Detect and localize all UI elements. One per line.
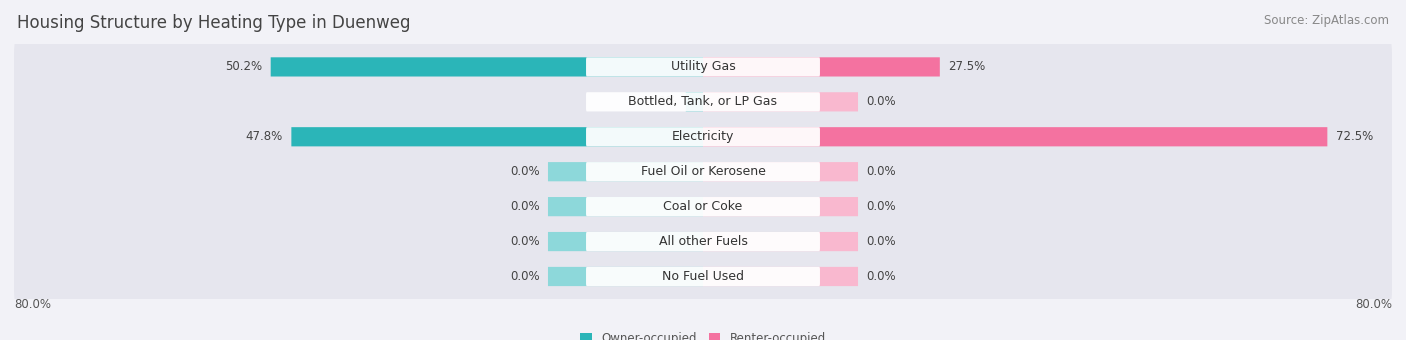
Text: 0.0%: 0.0% (510, 165, 540, 178)
FancyBboxPatch shape (703, 267, 858, 286)
FancyBboxPatch shape (703, 92, 858, 112)
Text: 80.0%: 80.0% (1355, 298, 1392, 311)
FancyBboxPatch shape (291, 127, 703, 147)
FancyBboxPatch shape (14, 71, 1392, 133)
Text: Bottled, Tank, or LP Gas: Bottled, Tank, or LP Gas (628, 95, 778, 108)
Text: Utility Gas: Utility Gas (671, 61, 735, 73)
Text: No Fuel Used: No Fuel Used (662, 270, 744, 283)
Text: Source: ZipAtlas.com: Source: ZipAtlas.com (1264, 14, 1389, 27)
FancyBboxPatch shape (548, 162, 703, 181)
FancyBboxPatch shape (14, 36, 1392, 98)
FancyBboxPatch shape (548, 267, 703, 286)
Text: 0.0%: 0.0% (510, 200, 540, 213)
Text: 27.5%: 27.5% (949, 61, 986, 73)
FancyBboxPatch shape (703, 232, 858, 251)
FancyBboxPatch shape (586, 267, 820, 286)
FancyBboxPatch shape (586, 57, 820, 76)
FancyBboxPatch shape (271, 57, 703, 76)
Text: 0.0%: 0.0% (510, 270, 540, 283)
Text: 0.0%: 0.0% (866, 95, 896, 108)
Text: Coal or Coke: Coal or Coke (664, 200, 742, 213)
Text: 0.0%: 0.0% (510, 235, 540, 248)
FancyBboxPatch shape (586, 232, 820, 251)
FancyBboxPatch shape (586, 162, 820, 181)
Text: 72.5%: 72.5% (1336, 130, 1374, 143)
Text: Fuel Oil or Kerosene: Fuel Oil or Kerosene (641, 165, 765, 178)
FancyBboxPatch shape (548, 197, 703, 216)
FancyBboxPatch shape (703, 127, 1327, 147)
FancyBboxPatch shape (586, 92, 820, 112)
FancyBboxPatch shape (14, 245, 1392, 308)
Text: All other Fuels: All other Fuels (658, 235, 748, 248)
Text: Housing Structure by Heating Type in Duenweg: Housing Structure by Heating Type in Due… (17, 14, 411, 32)
FancyBboxPatch shape (703, 162, 858, 181)
Text: 0.0%: 0.0% (866, 165, 896, 178)
FancyBboxPatch shape (14, 175, 1392, 238)
FancyBboxPatch shape (586, 197, 820, 216)
Text: 0.0%: 0.0% (866, 200, 896, 213)
FancyBboxPatch shape (703, 197, 858, 216)
Legend: Owner-occupied, Renter-occupied: Owner-occupied, Renter-occupied (575, 327, 831, 340)
Text: 47.8%: 47.8% (246, 130, 283, 143)
Text: Electricity: Electricity (672, 130, 734, 143)
FancyBboxPatch shape (548, 232, 703, 251)
Text: 50.2%: 50.2% (225, 61, 262, 73)
FancyBboxPatch shape (14, 210, 1392, 273)
FancyBboxPatch shape (586, 127, 820, 147)
Text: 0.0%: 0.0% (866, 270, 896, 283)
Text: 80.0%: 80.0% (14, 298, 51, 311)
FancyBboxPatch shape (14, 141, 1392, 203)
FancyBboxPatch shape (686, 92, 703, 112)
FancyBboxPatch shape (14, 106, 1392, 168)
Text: 0.0%: 0.0% (866, 235, 896, 248)
FancyBboxPatch shape (703, 57, 939, 76)
Text: 2.0%: 2.0% (647, 95, 678, 108)
